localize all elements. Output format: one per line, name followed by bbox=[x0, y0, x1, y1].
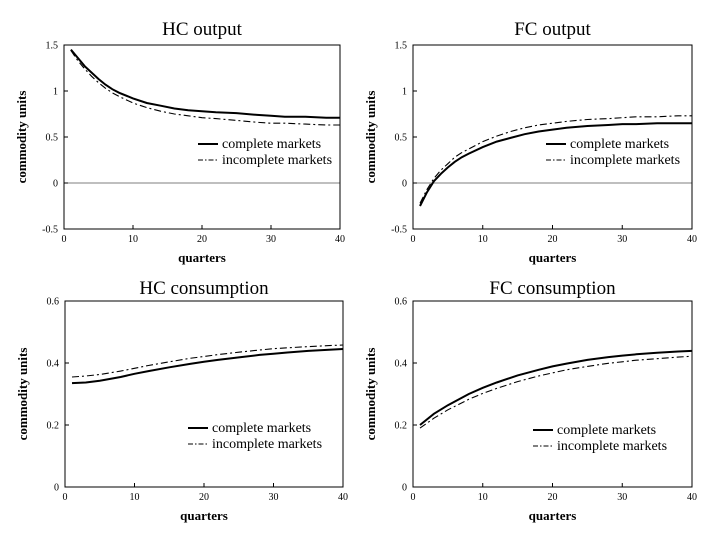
x-tick-label: 0 bbox=[411, 492, 416, 503]
x-tick-label: 0 bbox=[63, 492, 68, 503]
x-tick-label: 10 bbox=[478, 492, 488, 503]
x-axis-label: quarters bbox=[529, 508, 577, 523]
chart-fc-output: FC output 0 10 20 30 40 -0.5 0 0.5 1 1.5 quarters co… bbox=[361, 0, 722, 268]
chart-hc-consumption: HC consumption 0 10 20 30 40 0 0.2 0.4 0.6 quarter… bbox=[0, 268, 361, 535]
y-tick-label: 0 bbox=[402, 179, 407, 190]
y-axis-label: commodity units bbox=[14, 91, 29, 184]
series-line-complete-markets bbox=[419, 122, 692, 207]
chart-title: HC output bbox=[162, 19, 242, 40]
y-tick-label: 0.6 bbox=[47, 297, 60, 308]
chart-title: HC consumption bbox=[139, 278, 269, 299]
y-tick-label: 0.2 bbox=[47, 421, 60, 432]
y-tick-label: 0 bbox=[402, 483, 407, 494]
chart-svg-fc-output: FC output 0 10 20 30 40 -0.5 0 0.5 1 1.5 quarters co… bbox=[363, 19, 697, 265]
y-tick-label: -0.5 bbox=[391, 225, 407, 236]
y-tick-label: 1 bbox=[53, 87, 58, 98]
plot-frame bbox=[64, 300, 344, 488]
legend-label: incomplete markets bbox=[212, 437, 322, 452]
y-axis-label: commodity units bbox=[363, 91, 378, 184]
y-tick-label: 0 bbox=[53, 179, 58, 190]
y-axis-label: commodity units bbox=[363, 348, 378, 441]
chart-fc-consumption: FC consumption 0 10 20 30 40 0 0.2 0.4 0.6 quarter… bbox=[361, 268, 722, 535]
chart-svg-hc-consumption: HC consumption 0 10 20 30 40 0 0.2 0.4 0.6 quarter… bbox=[15, 278, 348, 523]
x-tick-label: 10 bbox=[130, 492, 140, 503]
y-tick-label: 0.5 bbox=[395, 133, 408, 144]
series-line-complete-markets bbox=[71, 348, 344, 385]
x-tick-label: 30 bbox=[266, 234, 276, 245]
x-axis-label: quarters bbox=[529, 250, 577, 265]
y-tick-label: 0.5 bbox=[46, 133, 59, 144]
x-tick-label: 20 bbox=[199, 492, 209, 503]
y-tick-label: 0.4 bbox=[395, 359, 408, 370]
legend-label: complete markets bbox=[557, 423, 656, 438]
legend-label: incomplete markets bbox=[557, 439, 667, 454]
y-tick-label: 1 bbox=[402, 87, 407, 98]
x-tick-label: 30 bbox=[269, 492, 279, 503]
chart-title: FC consumption bbox=[489, 278, 616, 299]
series-line-incomplete-markets bbox=[71, 344, 344, 378]
x-tick-label: 20 bbox=[548, 492, 558, 503]
y-axis-label: commodity units bbox=[15, 348, 30, 441]
legend-label: incomplete markets bbox=[570, 153, 680, 168]
series-line-incomplete-markets bbox=[70, 50, 340, 126]
legend-label: complete markets bbox=[222, 137, 321, 152]
y-tick-label: 0 bbox=[54, 483, 59, 494]
x-axis-label: quarters bbox=[178, 250, 226, 265]
x-tick-label: 10 bbox=[478, 234, 488, 245]
x-tick-label: 30 bbox=[617, 234, 627, 245]
chart-svg-fc-consumption: FC consumption 0 10 20 30 40 0 0.2 0.4 0.6 quarter… bbox=[363, 278, 697, 523]
chart-svg-hc-output: HC output 0 10 20 30 40 -0.5 0 0.5 1 1.5 quarters co… bbox=[14, 19, 345, 265]
y-tick-label: 0.4 bbox=[47, 359, 60, 370]
y-tick-label: 0.2 bbox=[395, 421, 408, 432]
series-line-complete-markets bbox=[419, 349, 693, 426]
x-tick-label: 0 bbox=[62, 234, 67, 245]
series-line-incomplete-markets bbox=[419, 355, 693, 429]
legend-label: complete markets bbox=[212, 421, 311, 436]
series-line-complete-markets bbox=[70, 48, 340, 119]
x-tick-label: 20 bbox=[548, 234, 558, 245]
y-tick-label: 1.5 bbox=[46, 41, 59, 52]
y-tick-label: 0.6 bbox=[395, 297, 408, 308]
x-tick-label: 40 bbox=[338, 492, 348, 503]
x-tick-label: 10 bbox=[128, 234, 138, 245]
x-tick-label: 20 bbox=[197, 234, 207, 245]
chart-title: FC output bbox=[514, 19, 591, 40]
y-tick-label: -0.5 bbox=[42, 225, 58, 236]
y-tick-label: 1.5 bbox=[395, 41, 408, 52]
legend-label: complete markets bbox=[570, 137, 669, 152]
plot-frame bbox=[412, 300, 693, 488]
x-tick-label: 30 bbox=[617, 492, 627, 503]
x-tick-label: 40 bbox=[687, 234, 697, 245]
x-tick-label: 0 bbox=[411, 234, 416, 245]
legend-label: incomplete markets bbox=[222, 153, 332, 168]
x-axis-label: quarters bbox=[180, 508, 228, 523]
chart-hc-output: HC output 0 10 20 30 40 -0.5 0 0.5 1 1.5 quarters co… bbox=[0, 0, 361, 268]
x-tick-label: 40 bbox=[687, 492, 697, 503]
x-tick-label: 40 bbox=[335, 234, 345, 245]
